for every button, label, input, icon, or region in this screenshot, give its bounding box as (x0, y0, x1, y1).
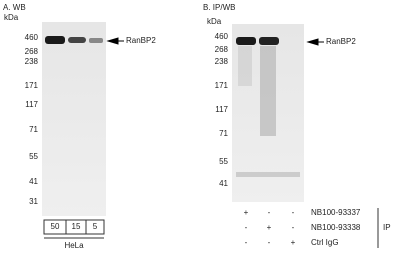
marker-label: 41 (219, 179, 228, 188)
smear (238, 46, 252, 86)
row-mark: - (268, 238, 271, 247)
row-mark: - (245, 238, 248, 247)
panel-title: B. IP/WB (203, 3, 235, 12)
marker-label: 41 (29, 177, 38, 186)
unit-label: kDa (207, 17, 222, 26)
row-mark: - (268, 208, 271, 217)
lane-label: 15 (72, 222, 81, 231)
row-mark: + (267, 223, 272, 232)
row-mark: - (292, 208, 295, 217)
marker-label: 460 (215, 32, 229, 41)
band (45, 36, 65, 44)
marker-label: 268 (215, 45, 229, 54)
smear (260, 46, 276, 136)
lane-label: 5 (93, 222, 98, 231)
marker-label: 171 (215, 81, 229, 90)
row-mark: + (291, 238, 296, 247)
marker-label: 238 (25, 57, 39, 66)
band (236, 172, 300, 177)
marker-label: 71 (219, 129, 228, 138)
unit-label: kDa (4, 13, 19, 22)
row-mark: - (245, 223, 248, 232)
band (89, 38, 103, 43)
lane-box (43, 219, 105, 235)
band (259, 37, 279, 45)
band (236, 37, 256, 45)
marker-label: 238 (215, 57, 229, 66)
target-label: RanBP2 (326, 37, 356, 46)
marker-label: 171 (25, 81, 39, 90)
marker-label: 55 (29, 152, 38, 161)
band (68, 37, 86, 43)
group-label: IP (383, 223, 391, 232)
row-label: NB100-93337 (311, 208, 361, 217)
panel-title: A. WB (3, 3, 26, 12)
target-label: RanBP2 (126, 36, 156, 45)
marker-label: 31 (29, 197, 38, 206)
marker-label: 460 (25, 33, 39, 42)
row-label: Ctrl IgG (311, 238, 339, 247)
marker-label: 117 (25, 100, 38, 109)
lane-label: 50 (51, 222, 60, 231)
marker-label: 268 (25, 47, 39, 56)
marker-label: 71 (29, 125, 38, 134)
row-mark: - (292, 223, 295, 232)
arrow (306, 38, 324, 46)
sample-label: HeLa (64, 241, 84, 250)
marker-label: 55 (219, 157, 228, 166)
blot-a (42, 22, 106, 216)
marker-label: 117 (215, 105, 228, 114)
row-label: NB100-93338 (311, 223, 361, 232)
row-mark: + (244, 208, 249, 217)
arrow (106, 37, 124, 45)
